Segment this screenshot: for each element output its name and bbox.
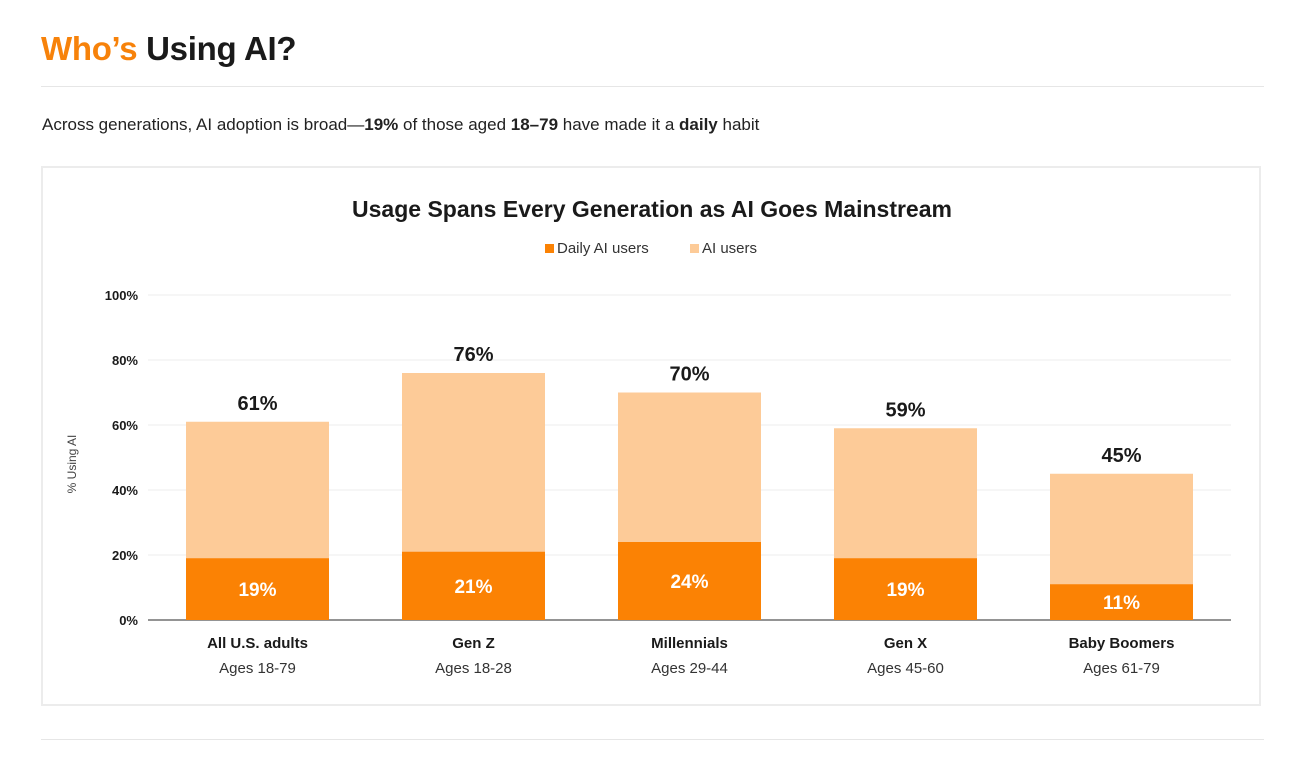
bar-daily-ai-users <box>1050 584 1193 620</box>
chart-labels: 61% 19% All U.S. adults Ages 18-79 76% 21% Gen… <box>207 344 1174 677</box>
subtitle-highlight: daily <box>679 115 718 134</box>
bar-daily-ai-users <box>402 551 545 620</box>
usage-chart: Usage Spans Every Generation as AI Goes … <box>65 196 1231 677</box>
subtitle-part: Across generations, AI adoption is broad… <box>42 115 365 134</box>
legend-swatch-daily <box>545 244 554 253</box>
data-label-daily: 11% <box>1103 593 1140 614</box>
footer-divider <box>41 739 1264 740</box>
y-axis-title: % Using AI <box>65 435 79 494</box>
x-category-sublabel: Ages 29-44 <box>651 660 728 677</box>
data-label-daily: 19% <box>238 580 276 601</box>
x-category-sublabel: Ages 61-79 <box>1083 660 1160 677</box>
subtitle-part: of those aged <box>398 115 511 134</box>
header-divider <box>41 86 1264 87</box>
data-label-ai-users: 61% <box>237 393 277 415</box>
page-title-rest: Using AI? <box>146 30 297 67</box>
data-label-daily: 24% <box>670 572 708 593</box>
data-label-ai-users: 70% <box>669 364 709 386</box>
x-category-sublabel: Ages 45-60 <box>867 660 944 677</box>
y-tick-label: 20% <box>112 548 138 563</box>
x-category-label: All U.S. adults <box>207 635 308 652</box>
page-title: Who’s Using AI? <box>41 30 297 68</box>
chart-legend: Daily AI users AI users <box>545 240 757 257</box>
subtitle-part: habit <box>717 115 760 134</box>
x-category-label: Baby Boomers <box>1069 635 1175 652</box>
subtitle: Across generations, AI adoption is broad… <box>42 115 759 135</box>
subtitle-highlight: 19% <box>364 115 399 134</box>
page-title-accent: Who’s <box>41 30 138 67</box>
x-category-label: Gen X <box>884 635 927 652</box>
chart-bars <box>186 373 1193 620</box>
x-category-label: Gen Z <box>452 635 495 652</box>
bar-daily-ai-users <box>618 542 761 620</box>
data-label-ai-users: 76% <box>453 344 493 366</box>
y-tick-label: 80% <box>112 353 138 368</box>
legend-label-daily: Daily AI users <box>557 240 649 257</box>
x-category-label: Millennials <box>651 635 728 652</box>
chart-panel: Usage Spans Every Generation as AI Goes … <box>41 166 1261 706</box>
y-tick-label: 60% <box>112 418 138 433</box>
legend-label-ai-users: AI users <box>702 240 757 257</box>
data-label-ai-users: 45% <box>1101 445 1141 467</box>
data-label-ai-users: 59% <box>885 399 925 421</box>
x-category-sublabel: Ages 18-79 <box>219 660 296 677</box>
subtitle-highlight: 18–79 <box>510 115 559 134</box>
y-tick-label: 40% <box>112 483 138 498</box>
y-tick-label: 100% <box>105 288 139 303</box>
bar-daily-ai-users <box>834 558 977 620</box>
data-label-daily: 21% <box>454 577 492 598</box>
legend-swatch-ai-users <box>690 244 699 253</box>
y-tick-label: 0% <box>119 613 138 628</box>
data-label-daily: 19% <box>886 580 924 601</box>
subtitle-part: have made it a <box>558 115 680 134</box>
bar-daily-ai-users <box>186 558 329 620</box>
x-category-sublabel: Ages 18-28 <box>435 660 512 677</box>
chart-title: Usage Spans Every Generation as AI Goes … <box>352 196 952 222</box>
